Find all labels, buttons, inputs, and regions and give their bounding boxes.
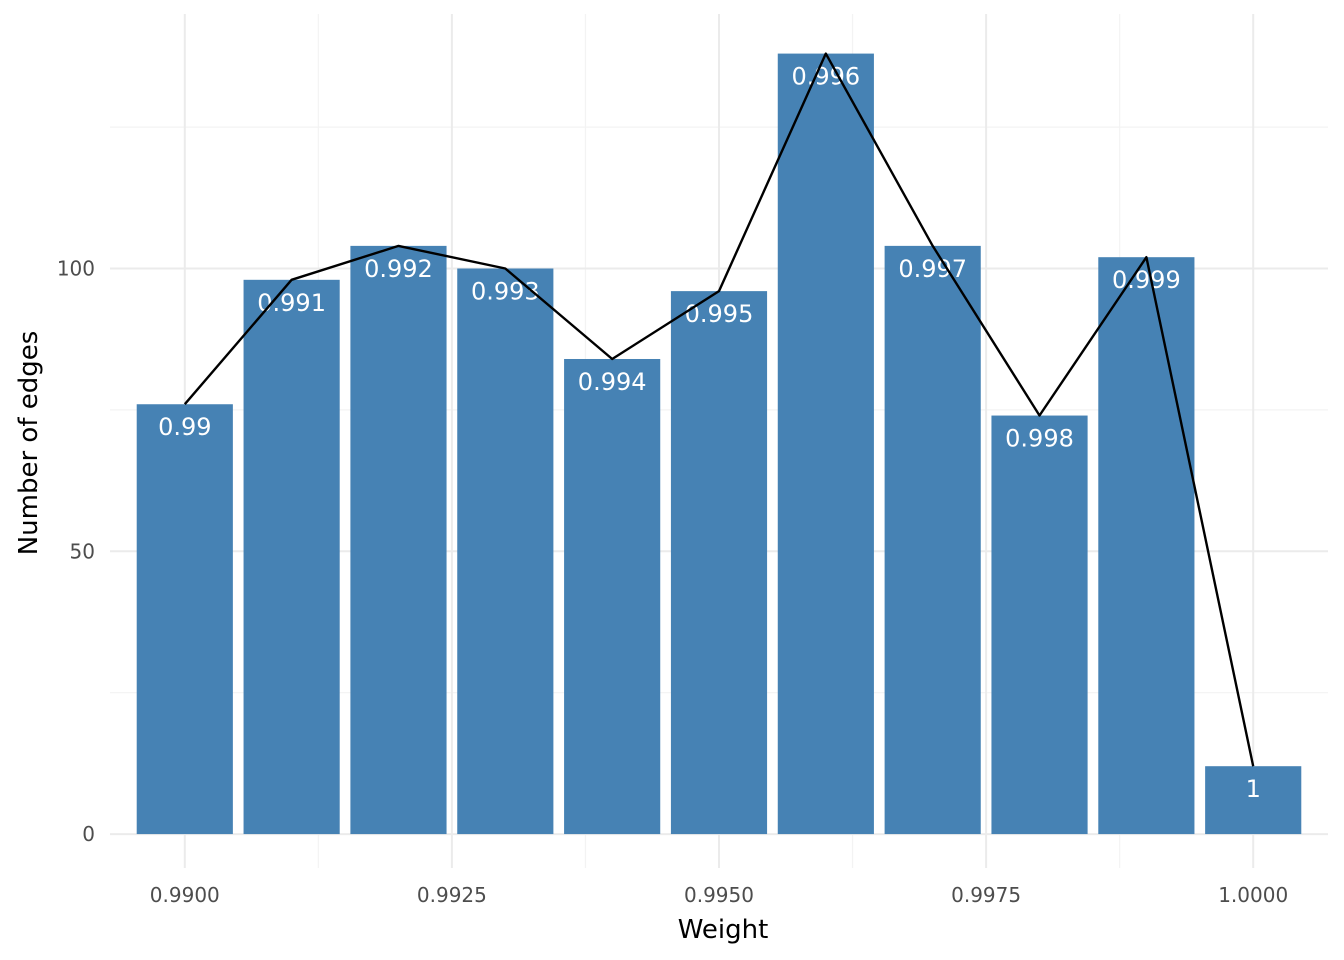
x-tick-label-4: 1.0000 [1218, 883, 1288, 907]
y-axis-title: Number of edges [14, 331, 44, 556]
bar-0.996 [777, 53, 874, 835]
bar-0.994 [564, 358, 661, 835]
x-tick-label-1: 0.9925 [417, 883, 487, 907]
bar-0.997 [884, 245, 981, 835]
x-axis-title: Weight [678, 915, 769, 945]
bar-0.99 [136, 404, 233, 835]
bar-label-0.99: 0.99 [158, 413, 211, 441]
bar-label-0.994: 0.994 [578, 368, 647, 396]
bar-0.999 [1098, 257, 1195, 835]
bar-1 [1205, 766, 1302, 835]
bar-label-0.995: 0.995 [685, 300, 754, 328]
bar-label-0.991: 0.991 [257, 289, 326, 317]
x-tick-labels: 0.9900 0.9925 0.9950 0.9975 1.0000 [150, 883, 1288, 907]
y-tick-labels: 0 50 100 [57, 257, 95, 847]
bars [136, 53, 1302, 835]
bar-labels: 0.99 0.991 0.992 0.993 0.994 0.995 0.996 0.997 0… [158, 63, 1261, 804]
bar-label-0.999: 0.999 [1112, 266, 1181, 294]
bar-0.992 [350, 245, 447, 835]
bar-label-0.997: 0.997 [898, 255, 967, 283]
bar-label-0.992: 0.992 [364, 255, 433, 283]
y-tick-label-2: 100 [57, 257, 95, 281]
bar-label-0.993: 0.993 [471, 278, 540, 306]
bar-label-1: 1 [1246, 775, 1261, 803]
y-tick-label-1: 50 [70, 539, 95, 563]
bar-0.993 [457, 268, 554, 835]
trend-line [183, 52, 1255, 767]
bar-label-0.998: 0.998 [1005, 425, 1074, 453]
bar-label-0.996: 0.996 [791, 63, 860, 91]
y-tick-label-0: 0 [82, 822, 95, 846]
x-tick-label-0: 0.9900 [150, 883, 220, 907]
bar-0.998 [991, 415, 1088, 835]
x-tick-label-2: 0.9950 [684, 883, 754, 907]
x-tick-label-3: 0.9975 [951, 883, 1021, 907]
bar-0.991 [243, 279, 340, 835]
bar-0.995 [670, 291, 768, 835]
